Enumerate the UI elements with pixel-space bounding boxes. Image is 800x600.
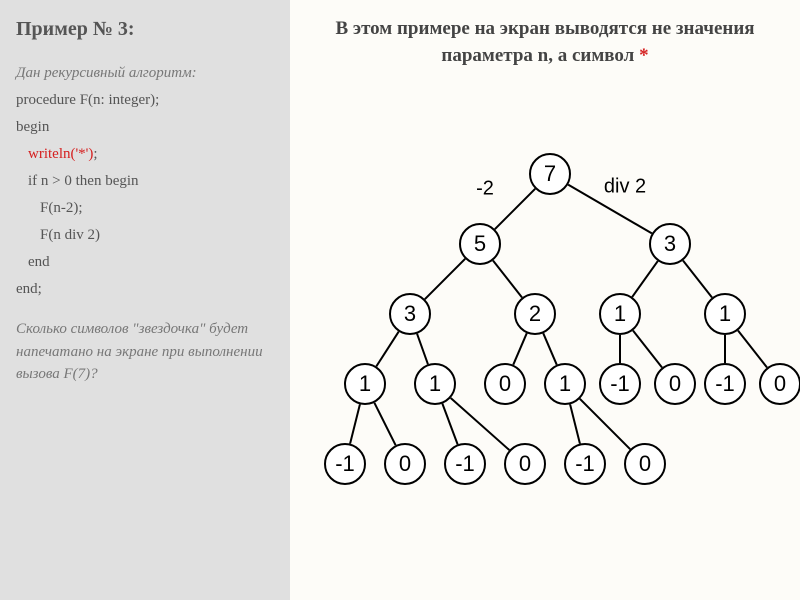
tree-node: 0 xyxy=(759,363,800,405)
slide-container: Пример № 3: Дан рекурсивный алгоритм: pr… xyxy=(0,0,800,600)
code-line: end xyxy=(16,252,274,273)
code-line: F(n div 2) xyxy=(16,225,274,246)
code-line: begin xyxy=(16,117,274,138)
tree-node: 1 xyxy=(599,293,641,335)
tree-node: 3 xyxy=(649,223,691,265)
tree-node: 1 xyxy=(704,293,746,335)
code-line: procedure F(n: integer); xyxy=(16,90,274,111)
subtitle: Дан рекурсивный алгоритм: xyxy=(16,65,274,82)
edge-label: div 2 xyxy=(604,176,646,199)
code-block: procedure F(n: integer); begin writeln('*'… xyxy=(16,90,274,300)
tree-node: 0 xyxy=(504,443,546,485)
tree-node: 7 xyxy=(529,153,571,195)
tree-node: 0 xyxy=(484,363,526,405)
tree-node: 0 xyxy=(384,443,426,485)
tree-node: -1 xyxy=(324,443,366,485)
tree-node: -1 xyxy=(599,363,641,405)
tree-node: 0 xyxy=(624,443,666,485)
tree-node: -1 xyxy=(704,363,746,405)
code-line: writeln('*'); xyxy=(16,144,274,165)
tree-node: 1 xyxy=(344,363,386,405)
tree-diagram: 75332111101-10-10-10-10-10-2div 2 xyxy=(290,69,800,549)
left-panel: Пример № 3: Дан рекурсивный алгоритм: pr… xyxy=(0,0,290,600)
caption-star: * xyxy=(639,45,649,66)
tree-node: 0 xyxy=(654,363,696,405)
tree-node: 2 xyxy=(514,293,556,335)
edge-label: -2 xyxy=(476,178,494,201)
caption-text: В этом примере на экран выводятся не зна… xyxy=(335,18,754,66)
code-line: end; xyxy=(16,279,274,300)
code-line: if n > 0 then begin xyxy=(16,171,274,192)
tree-node: 1 xyxy=(414,363,456,405)
caption: В этом примере на экран выводятся не зна… xyxy=(290,0,800,69)
question-text: Сколько символов "звездочка" будет напеч… xyxy=(16,318,274,386)
right-panel: В этом примере на экран выводятся не зна… xyxy=(290,0,800,600)
tree-node: -1 xyxy=(564,443,606,485)
tree-node: 3 xyxy=(389,293,431,335)
tree-node: -1 xyxy=(444,443,486,485)
tree-node: 1 xyxy=(544,363,586,405)
example-title: Пример № 3: xyxy=(16,18,274,41)
tree-node: 5 xyxy=(459,223,501,265)
code-line: F(n-2); xyxy=(16,198,274,219)
